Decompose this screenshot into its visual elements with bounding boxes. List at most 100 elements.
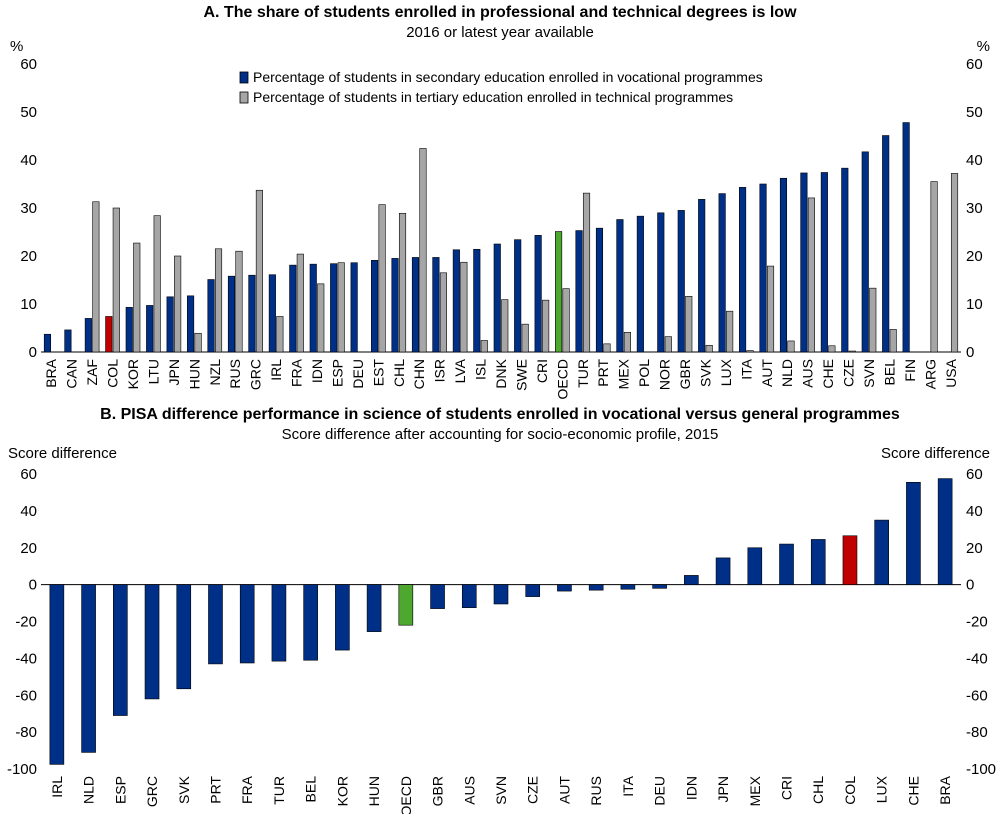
- bar-tertiary-technical-JPN: [174, 255, 182, 353]
- panel-b-category-label: TUR: [271, 776, 287, 805]
- bar-secondary-vocational-CHE: [820, 172, 828, 353]
- bar-score-difference-KOR: [335, 584, 350, 651]
- bar-secondary-vocational-NLD: [779, 177, 788, 353]
- bar-tertiary-technical-SWE: [521, 323, 529, 353]
- bar-tertiary-technical-LVA: [460, 261, 468, 353]
- panel-a-bars: [43, 122, 959, 353]
- bar-secondary-vocational-ESP: [330, 263, 338, 353]
- panel-a-left-tick-label: 20: [20, 248, 37, 265]
- panel-a-category-label: IRL: [268, 359, 284, 381]
- panel-a-category-label: LTU: [145, 359, 161, 384]
- panel-a-right-unit: %: [977, 38, 990, 55]
- panel-a-category-label: NOR: [657, 359, 673, 390]
- bar-tertiary-technical-RUS: [235, 250, 243, 353]
- bar-secondary-vocational-GRC: [248, 274, 256, 353]
- bar-score-difference-MEX: [747, 547, 763, 585]
- panel-b-category-label: ITA: [620, 775, 636, 796]
- panel-a-category-label: DEU: [350, 359, 366, 389]
- panel-a-category-label: TUR: [575, 359, 591, 388]
- panel-b-right-tick-label: 0: [966, 577, 974, 594]
- panel-b-category-label: MEX: [747, 775, 763, 806]
- panel-b-left-tick-label: -20: [15, 614, 37, 631]
- bar-tertiary-technical-AUS: [807, 197, 815, 353]
- panel-b-category-label: LUX: [874, 775, 890, 803]
- panel-b-category-label: FRA: [239, 775, 255, 804]
- panel-a-right-tick-label: 10: [966, 296, 983, 313]
- bar-score-difference-IRL: [49, 584, 65, 765]
- panel-a-category-label: AUT: [759, 359, 775, 387]
- panel-a-left-tick-label: 10: [20, 296, 37, 313]
- panel-a-category-label: FRA: [289, 358, 305, 387]
- bar-tertiary-technical-ITA: [746, 350, 754, 353]
- panel-a-category-label: EST: [370, 359, 386, 387]
- bar-secondary-vocational-CZE: [841, 167, 849, 353]
- bar-tertiary-technical-TUR: [582, 192, 591, 353]
- panel-a-left-tick-label: 50: [20, 104, 37, 121]
- panel-a-category-label: AUS: [800, 359, 816, 388]
- panel-a-category-label: USA: [943, 358, 959, 387]
- panel-a-title: A. The share of students enrolled in pro…: [203, 4, 797, 21]
- panel-a-category-label: CHL: [391, 359, 407, 387]
- panel-b-subtitle: Score difference after accounting for so…: [282, 426, 719, 443]
- panel-a-left-tick-label: 0: [29, 344, 37, 361]
- bar-score-difference-COL: [842, 535, 858, 585]
- panel-b-category-label: DEU: [652, 776, 668, 806]
- panel-a-category-label: MEX: [616, 358, 632, 389]
- bar-secondary-vocational-POL: [636, 215, 644, 353]
- bar-score-difference-GRC: [144, 584, 160, 700]
- panel-a-right-tick-label: 0: [966, 344, 974, 361]
- bar-secondary-vocational-EST: [371, 260, 379, 353]
- panel-b-category-label: KOR: [334, 776, 350, 806]
- panel-a-category-label: ITA: [738, 358, 754, 379]
- bar-secondary-vocational-CRI: [534, 235, 542, 353]
- bar-score-difference-HUN: [366, 584, 382, 632]
- bar-score-difference-BEL: [303, 584, 318, 661]
- bar-secondary-vocational-SVN: [861, 151, 869, 353]
- panel-a-category-label: ISL: [473, 359, 489, 380]
- panel-a-category-label: SWE: [513, 359, 529, 391]
- bar-secondary-vocational-LVA: [452, 249, 460, 353]
- panel-b-category-label: GBR: [430, 776, 446, 806]
- panel-a-right-tick-label: 60: [966, 56, 983, 73]
- bar-tertiary-technical-MEX: [623, 332, 631, 353]
- bar-score-difference-OECD: [398, 584, 414, 626]
- bar-tertiary-technical-LTU: [153, 215, 161, 353]
- bar-tertiary-technical-COL: [112, 207, 120, 353]
- bar-tertiary-technical-NZL: [214, 248, 223, 353]
- bar-secondary-vocational-FIN: [902, 122, 910, 353]
- bar-secondary-vocational-MEX: [616, 219, 624, 353]
- panel-b-category-label: ESP: [112, 776, 128, 804]
- bar-tertiary-technical-CRI: [542, 299, 550, 353]
- panel-a-right-tick-label: 30: [966, 200, 983, 217]
- panel-a-category-label: LUX: [718, 358, 734, 386]
- panel-b-left-tick-label: 20: [20, 540, 37, 557]
- bar-secondary-vocational-FRA: [289, 264, 297, 353]
- panel-b-right-tick-label: 60: [966, 466, 983, 483]
- panel-b-category-label: NLD: [81, 776, 97, 804]
- bar-tertiary-technical-NLD: [787, 340, 795, 353]
- panel-a-category-label: ISR: [432, 359, 448, 382]
- panel-b-category-label: SVK: [176, 775, 192, 804]
- bar-tertiary-technical-ARG: [930, 181, 938, 353]
- panel-a-right-tick-label: 20: [966, 248, 983, 265]
- panel-a-category-label: ESP: [329, 359, 345, 387]
- bar-secondary-vocational-SVK: [698, 199, 706, 353]
- bar-secondary-vocational-RUS: [227, 275, 236, 353]
- bar-secondary-vocational-BRA: [43, 333, 52, 353]
- panel-b-title: B. PISA difference performance in scienc…: [100, 406, 900, 423]
- bar-secondary-vocational-DNK: [493, 243, 501, 353]
- panel-a-category-label: OECD: [554, 359, 570, 399]
- bar-score-difference-IDN: [684, 575, 699, 585]
- bar-secondary-vocational-IRL: [268, 274, 276, 353]
- bar-tertiary-technical-IRL: [276, 316, 284, 353]
- panel-a-axes: 0 0 10 10 20 20 30 30 40 40 50 50 60 60: [20, 56, 982, 361]
- panel-a-left-tick-label: 30: [20, 200, 37, 217]
- panel-b-category-label: COL: [842, 776, 858, 805]
- bar-secondary-vocational-OECD: [555, 231, 563, 353]
- panel-b-right-tick-label: 40: [966, 503, 983, 520]
- bar-secondary-vocational-COL: [105, 316, 113, 353]
- panel-a-category-label: RUS: [227, 359, 243, 389]
- bar-tertiary-technical-PRT: [603, 343, 611, 353]
